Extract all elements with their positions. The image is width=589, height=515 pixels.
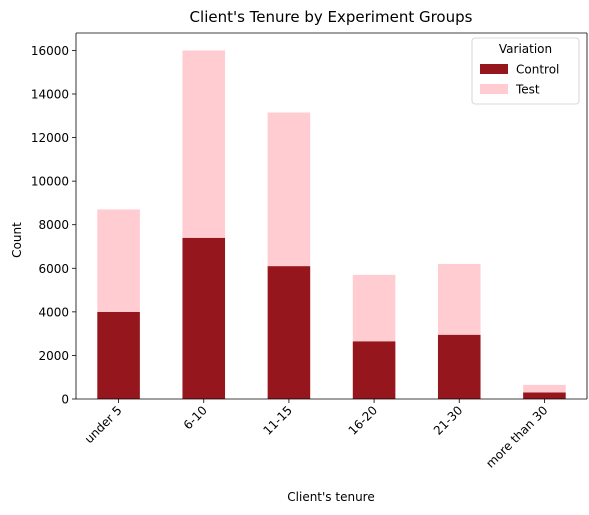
- x-tick-label: 6-10: [181, 403, 210, 432]
- bar-control-4: [437, 334, 481, 399]
- y-tick-label: 2000: [38, 349, 69, 363]
- legend-swatch-control: [480, 64, 508, 74]
- legend-label-control: Control: [516, 63, 559, 77]
- bar-test-5: [523, 384, 566, 393]
- bar-test-0: [97, 209, 140, 312]
- x-tick-label: 11-15: [260, 403, 295, 438]
- y-tick-label: 8000: [38, 218, 69, 232]
- x-tick-label: 21-30: [431, 403, 466, 438]
- y-tick-label: 6000: [38, 262, 69, 276]
- y-tick-label: 10000: [31, 175, 69, 189]
- bars-group: [97, 50, 566, 399]
- bar-test-4: [437, 263, 481, 335]
- legend-swatch-test: [480, 84, 508, 94]
- bar-control-0: [97, 311, 140, 399]
- bar-test-3: [352, 274, 396, 342]
- legend-title: Variation: [499, 42, 552, 56]
- y-axis-label: Count: [10, 222, 24, 258]
- bar-control-3: [352, 341, 396, 399]
- y-tick-label: 12000: [31, 131, 69, 145]
- y-tick-label: 14000: [31, 88, 69, 102]
- chart-title: Client's Tenure by Experiment Groups: [190, 8, 473, 26]
- x-tick-label: 16-20: [346, 403, 381, 438]
- bar-control-1: [182, 237, 226, 399]
- y-tick-label: 4000: [38, 305, 69, 319]
- bar-test-1: [182, 50, 226, 238]
- y-tick-label: 0: [61, 393, 69, 407]
- x-tick-label: more than 30: [483, 403, 550, 470]
- bar-test-2: [267, 112, 311, 267]
- y-tick-label: 16000: [31, 44, 69, 58]
- legend: Variation Control Test: [471, 37, 580, 105]
- bar-control-2: [267, 266, 311, 399]
- x-tick-label: under 5: [82, 403, 125, 446]
- x-axis-label: Client's tenure: [287, 490, 374, 504]
- bar-control-5: [523, 392, 566, 399]
- legend-label-test: Test: [515, 83, 540, 97]
